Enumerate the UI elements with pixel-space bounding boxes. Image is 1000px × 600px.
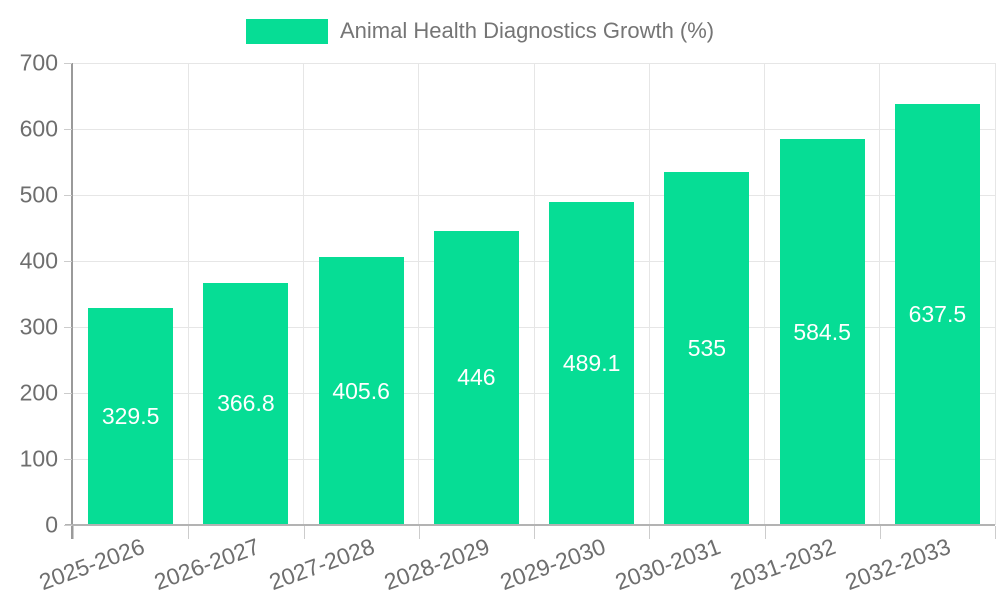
x-axis-label: 2031-2032 [726, 533, 840, 596]
y-axis-label: 600 [19, 115, 58, 142]
x-axis-label: 2028-2029 [381, 533, 494, 596]
x-axis-label: 2026-2027 [150, 533, 263, 596]
v-gridline [994, 63, 996, 525]
bar-2026-2027[interactable]: 366.8 [203, 282, 289, 525]
y-axis-tick [64, 393, 72, 394]
x-axis-tick [303, 526, 305, 539]
y-axis-tick [64, 129, 72, 130]
v-gridline [764, 63, 765, 525]
bar-2025-2026[interactable]: 329.5 [88, 307, 174, 525]
bar-2031-2032[interactable]: 584.5 [779, 139, 865, 525]
x-axis-tick [764, 526, 766, 539]
y-axis-label: 500 [19, 181, 58, 208]
x-axis-tick [188, 526, 190, 539]
x-axis-tick [879, 526, 881, 539]
y-axis-tick [64, 261, 72, 262]
bar-2030-2031[interactable]: 535 [664, 171, 750, 525]
y-axis-tick [64, 327, 72, 328]
bar-value-label: 405.6 [332, 377, 390, 404]
bar-value-label: 446 [457, 364, 496, 391]
y-axis-label: 400 [19, 247, 58, 274]
v-gridline [648, 63, 650, 525]
y-axis-line [71, 63, 73, 539]
y-axis-label: 300 [19, 313, 58, 340]
v-gridline [879, 63, 881, 525]
legend-label: Animal Health Diagnostics Growth (%) [340, 18, 715, 43]
x-axis-label: 2032-2033 [842, 533, 955, 596]
bar-2029-2030[interactable]: 489.1 [549, 202, 635, 525]
y-axis-tick [64, 459, 72, 460]
x-axis-tick [418, 526, 420, 539]
plot-area: 329.5 366.8 405.6 446 489.1 535 584.5 637.5 [73, 62, 996, 525]
x-axis-tick [534, 526, 535, 539]
y-axis-tick [64, 525, 72, 526]
bar-2032-2033[interactable]: 637.5 [894, 104, 980, 525]
y-axis-tick [64, 195, 72, 196]
y-axis-label: 0 [45, 511, 58, 538]
x-axis-label: 2027-2028 [265, 533, 379, 596]
y-axis-label: 100 [19, 445, 58, 472]
y-axis-label: 700 [19, 49, 58, 76]
bar-value-label: 329.5 [101, 402, 160, 429]
legend-item[interactable]: Animal Health Diagnostics Growth (%) [246, 17, 714, 45]
bar-value-label: 637.5 [908, 301, 967, 328]
bar-2027-2028[interactable]: 405.6 [318, 257, 404, 525]
bar-value-label: 366.8 [217, 390, 275, 417]
x-axis-tick [73, 526, 74, 539]
x-axis-line [65, 524, 995, 526]
x-axis-tick [995, 526, 996, 539]
v-gridline [187, 63, 189, 525]
v-gridline [533, 63, 535, 525]
bar-value-label: 489.1 [562, 350, 621, 377]
x-axis-label: 2030-2031 [611, 533, 724, 596]
y-axis-tick [64, 63, 72, 64]
legend-swatch-icon [246, 18, 328, 44]
bar-value-label: 535 [687, 334, 727, 361]
x-axis-label: 2025-2026 [35, 533, 148, 596]
v-gridline [303, 63, 304, 525]
bar-value-label: 584.5 [793, 318, 851, 345]
x-axis-tick [649, 526, 651, 539]
v-gridline [418, 63, 420, 525]
bar-2028-2029[interactable]: 446 [433, 230, 519, 525]
y-axis-label: 200 [19, 379, 58, 406]
x-axis-label: 2029-2030 [496, 533, 609, 596]
